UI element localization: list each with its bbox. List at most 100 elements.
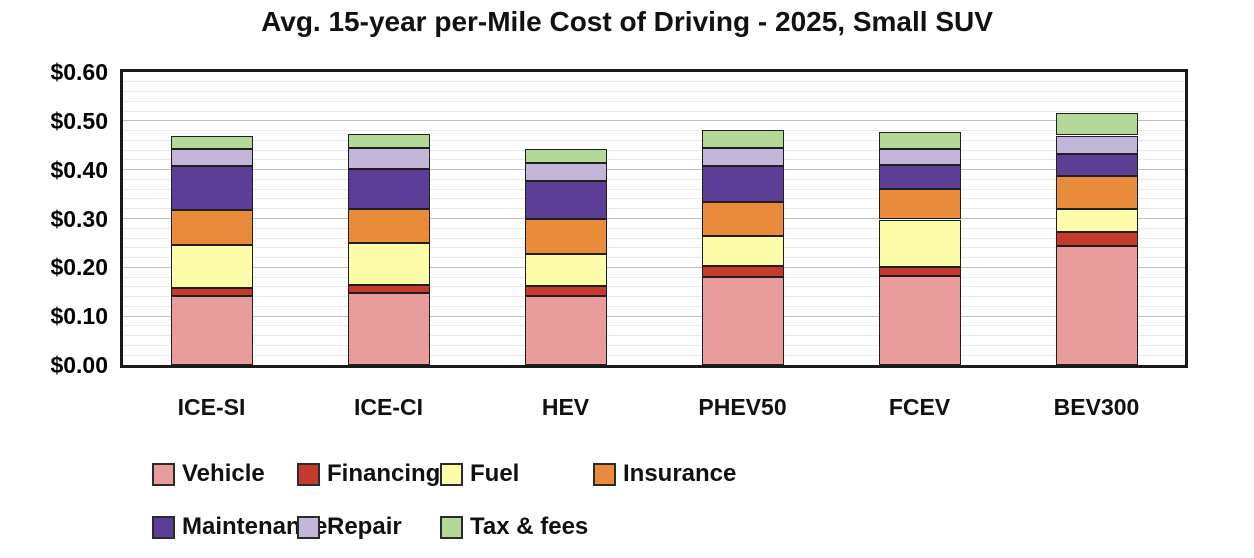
bar-segment: [170, 135, 253, 149]
bar-segment: [701, 130, 784, 148]
legend-label: Financing: [327, 460, 441, 487]
legend-item-repair: Repair: [297, 512, 402, 542]
bar-segment: [170, 296, 253, 365]
x-axis-label-bev300: BEV300: [1053, 394, 1140, 420]
bar-segment: [524, 181, 607, 219]
bar-segment: [170, 288, 253, 297]
gridline-minor: [123, 344, 1185, 346]
legend-swatch: [297, 462, 320, 486]
bar-segment: [1055, 113, 1138, 136]
bar-segment: [878, 276, 961, 365]
gridline-minor: [123, 276, 1185, 278]
legend-swatch: [152, 462, 175, 486]
legend-item-financing: Financing: [297, 459, 440, 489]
bar-segment: [524, 219, 607, 255]
bar-segment: [701, 201, 784, 236]
gridline-minor: [123, 188, 1185, 190]
bar-segment: [878, 164, 961, 189]
bar-segment: [170, 210, 253, 245]
bar-phev50: [701, 72, 784, 365]
legend-swatch: [440, 515, 463, 539]
bar-segment: [701, 235, 784, 267]
gridline-major: [123, 266, 1185, 268]
gridline-minor: [123, 237, 1185, 239]
gridline-minor: [123, 354, 1185, 356]
bar-segment: [701, 147, 784, 166]
gridline-minor: [123, 208, 1185, 210]
legend-item-insurance: Insurance: [593, 459, 736, 489]
bar-segment: [170, 244, 253, 289]
gridline-minor: [123, 296, 1185, 298]
gridline-minor: [123, 100, 1185, 102]
legend-item-vehicle: Vehicle: [152, 459, 265, 489]
bar-segment: [701, 165, 784, 202]
plot-area: [120, 69, 1188, 368]
legend-swatch: [593, 462, 616, 486]
bar-segment: [347, 148, 430, 169]
gridline-minor: [123, 257, 1185, 259]
bar-segment: [347, 208, 430, 243]
bar-segment: [878, 149, 961, 165]
legend-label: Insurance: [623, 460, 737, 487]
gridline-major: [123, 169, 1185, 171]
bar-segment: [524, 254, 607, 287]
gridline-minor: [123, 178, 1185, 180]
gridline-minor: [123, 335, 1185, 337]
legend-label: Vehicle: [182, 460, 265, 487]
gridline-minor: [123, 149, 1185, 151]
legend-label: Repair: [327, 513, 402, 540]
y-axis-label: $0.30: [50, 205, 108, 232]
x-axis-label-phev50: PHEV50: [698, 394, 787, 420]
bar-bev300: [1055, 72, 1138, 365]
bar-segment: [878, 266, 961, 277]
bar-segment: [524, 296, 607, 365]
gridline-minor: [123, 247, 1185, 249]
gridline-minor: [123, 305, 1185, 307]
y-axis-label: $0.50: [50, 107, 108, 134]
bar-segment: [701, 266, 784, 277]
x-axis-label-hev: HEV: [541, 394, 590, 420]
bar-segment: [1055, 135, 1138, 154]
y-axis-label: $0.10: [50, 303, 108, 330]
legend-swatch: [440, 462, 463, 486]
bar-hev: [524, 72, 607, 365]
bar-segment: [347, 242, 430, 285]
gridline-major: [123, 120, 1185, 122]
bar-segment: [878, 188, 961, 220]
bar-ice-si: [170, 72, 253, 365]
bar-ice-ci: [347, 72, 430, 365]
x-axis-label-ice-si: ICE-SI: [177, 394, 246, 420]
y-axis-label: $0.20: [50, 254, 108, 281]
bar-segment: [524, 148, 607, 163]
bar-segment: [701, 276, 784, 365]
legend-item-fuel: Fuel: [440, 459, 519, 489]
x-axis-label-fcev: FCEV: [888, 394, 951, 420]
gridline-major: [123, 315, 1185, 317]
gridline-minor: [123, 227, 1185, 229]
bar-segment: [170, 166, 253, 211]
bar-segment: [347, 134, 430, 149]
y-axis-label: $0.60: [50, 59, 108, 85]
bar-segment: [347, 292, 430, 365]
bar-segment: [878, 219, 961, 267]
gridline-minor: [123, 110, 1185, 112]
gridline-minor: [123, 130, 1185, 132]
gridline-minor: [123, 139, 1185, 141]
bar-segment: [1055, 209, 1138, 233]
legend-label: Fuel: [470, 460, 520, 487]
bar-segment: [1055, 246, 1138, 365]
bar-segment: [1055, 175, 1138, 210]
bar-segment: [878, 132, 961, 150]
gridline-minor: [123, 91, 1185, 93]
gridline-minor: [123, 198, 1185, 200]
y-axis-label: $0.00: [50, 352, 108, 378]
x-axis-label-ice-ci: ICE-CI: [354, 394, 423, 420]
legend-swatch: [297, 515, 320, 539]
chart-title: Avg. 15-year per-Mile Cost of Driving - …: [261, 6, 993, 37]
legend-label: Tax & fees: [470, 513, 589, 540]
legend-swatch: [152, 515, 175, 539]
bar-segment: [524, 286, 607, 297]
bar-segment: [1055, 153, 1138, 176]
gridline-minor: [123, 159, 1185, 161]
